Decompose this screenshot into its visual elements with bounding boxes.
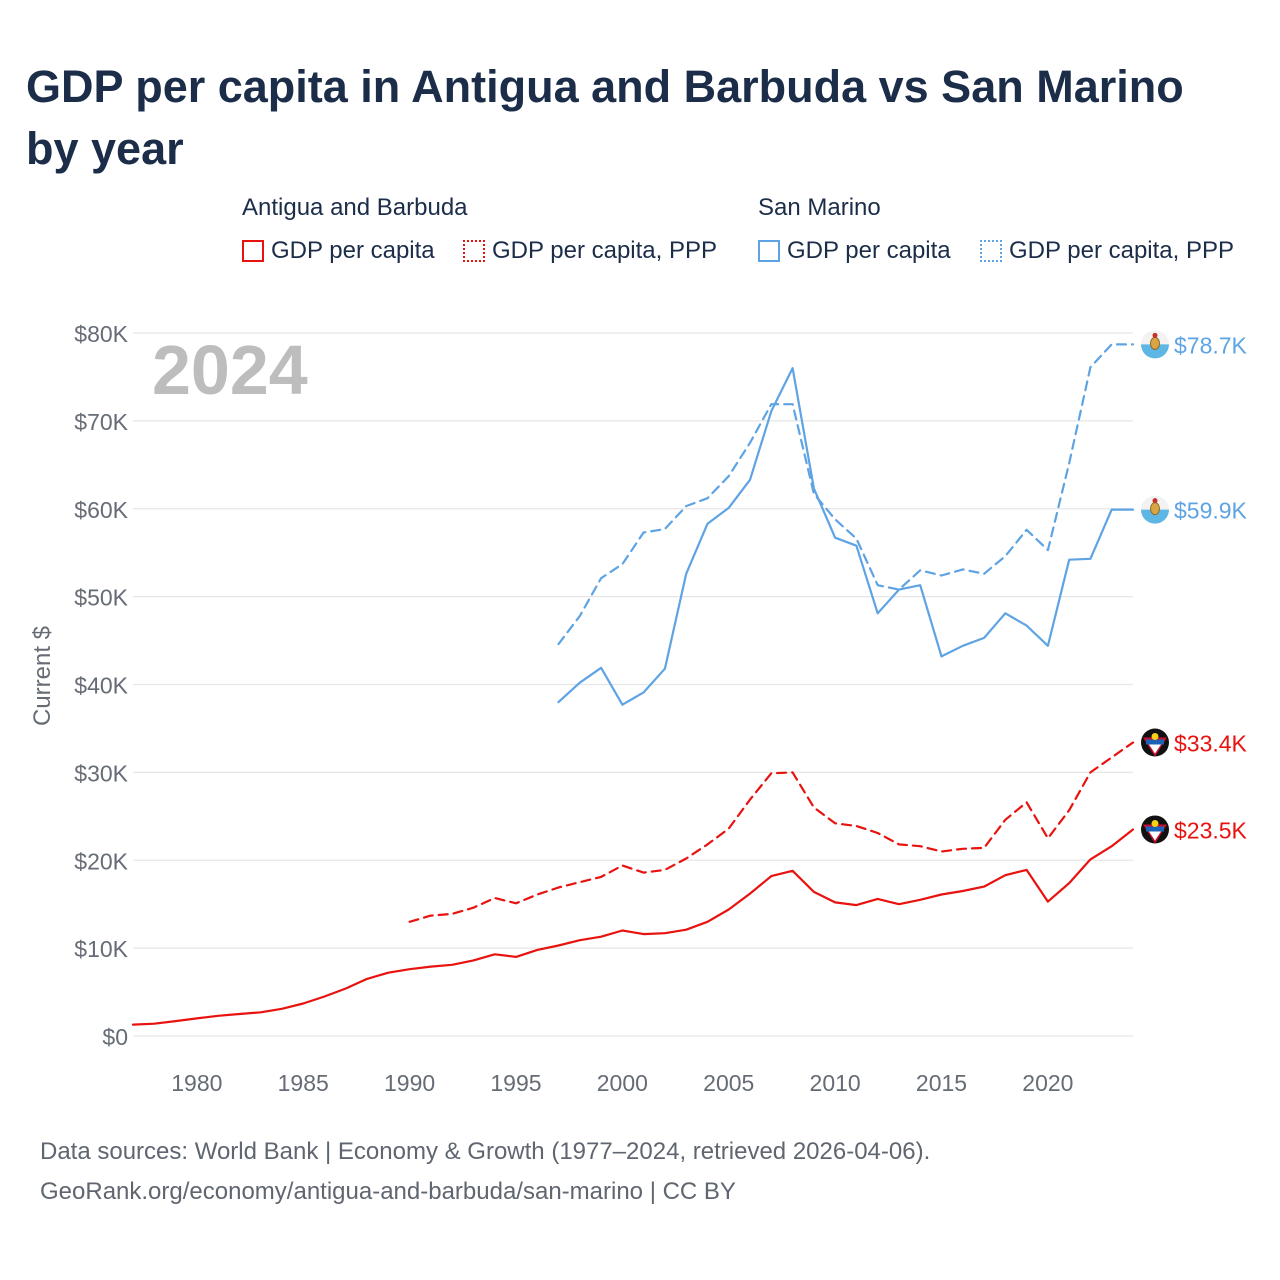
legend-swatch-dotted-blue [980, 240, 1002, 262]
gridlines [133, 332, 1133, 1037]
legend-group-antigua: Antigua and Barbuda [242, 194, 468, 221]
y-tick-label: $60K [74, 497, 128, 523]
y-axis-label: Current $ [29, 626, 56, 726]
legend-group-san-marino: San Marino [758, 194, 881, 221]
legend-label: GDP per capita, PPP [1009, 237, 1234, 264]
flag-white-part [1149, 744, 1161, 754]
end-value-label: $23.5K [1174, 817, 1248, 843]
end-value-label: $33.4K [1174, 730, 1248, 756]
legend-label: GDP per capita [787, 237, 951, 264]
legend-swatch-dotted-red [463, 240, 485, 262]
flag-crown [1152, 332, 1158, 338]
flag-icon-antigua [1141, 728, 1169, 757]
end-value-label: $78.7K [1174, 332, 1248, 358]
y-tick-label: $40K [74, 673, 128, 699]
year-watermark: 2024 [152, 331, 308, 409]
x-tick-label: 2005 [703, 1070, 754, 1096]
y-tick-label: $80K [74, 321, 128, 347]
x-tick-label: 1990 [384, 1070, 435, 1096]
flag-blue-half [1141, 344, 1169, 359]
legend-item-san-marino-gdp-ppp[interactable]: GDP per capita, PPP [980, 236, 1234, 266]
legend-label: GDP per capita [271, 237, 435, 264]
x-tick-label: 1995 [490, 1070, 541, 1096]
series-line-antigua-dashed [408, 741, 1135, 923]
axis-ticks: $0 $10K $20K $30K $40K $50K $60K $70K $80K 1980 19… [74, 321, 1073, 1096]
x-tick-label: 2015 [916, 1070, 967, 1096]
flag-icon-san_marino [1141, 330, 1169, 359]
flag-sun [1151, 819, 1159, 827]
legend-label: GDP per capita, PPP [492, 237, 717, 264]
x-tick-label: 2020 [1022, 1070, 1073, 1096]
end-labels: $23.5K $33.4K $59.9K $78.7K [1141, 330, 1248, 844]
x-tick-label: 1985 [278, 1070, 329, 1096]
flag-icon-antigua [1141, 815, 1169, 844]
series-line-san_marino-dotted [557, 343, 1135, 646]
legend-swatch-solid-red [242, 240, 264, 262]
flag-crown [1152, 498, 1158, 504]
x-tick-label: 1980 [171, 1070, 222, 1096]
legend-item-antigua-gdp[interactable]: GDP per capita [242, 236, 435, 266]
series-line-antigua-solid [131, 828, 1135, 1026]
flag-icon-san_marino [1141, 495, 1169, 524]
flag-coat-of-arms [1150, 336, 1160, 350]
legend-item-san-marino-gdp[interactable]: GDP per capita [758, 236, 951, 266]
flag-sun [1151, 732, 1159, 740]
y-tick-label: $70K [74, 409, 128, 435]
legend-swatch-solid-blue [758, 240, 780, 262]
x-tick-label: 2000 [597, 1070, 648, 1096]
footer-sources: Data sources: World Bank | Economy & Gro… [40, 1138, 931, 1165]
flag-coat-of-arms [1150, 502, 1160, 516]
x-tick-label: 2010 [810, 1070, 861, 1096]
y-tick-label: $10K [74, 936, 128, 962]
series-line-san_marino-solid [557, 367, 1135, 706]
end-value-label: $59.9K [1174, 498, 1248, 524]
y-tick-label: $50K [74, 585, 128, 611]
flag-blue-band [1146, 739, 1164, 745]
y-tick-label: $30K [74, 760, 128, 786]
flag-blue-half [1141, 509, 1169, 524]
flag-white-part [1149, 831, 1161, 841]
y-tick-label: $20K [74, 848, 128, 874]
series-lines [131, 343, 1135, 1026]
footer-link[interactable]: GeoRank.org/economy/antigua-and-barbuda/… [40, 1178, 736, 1205]
flag-blue-band [1146, 826, 1164, 832]
legend-item-antigua-gdp-ppp[interactable]: GDP per capita, PPP [463, 236, 717, 266]
y-tick-label: $0 [102, 1024, 128, 1050]
chart-title: GDP per capita in Antigua and Barbuda vs… [26, 61, 1184, 174]
